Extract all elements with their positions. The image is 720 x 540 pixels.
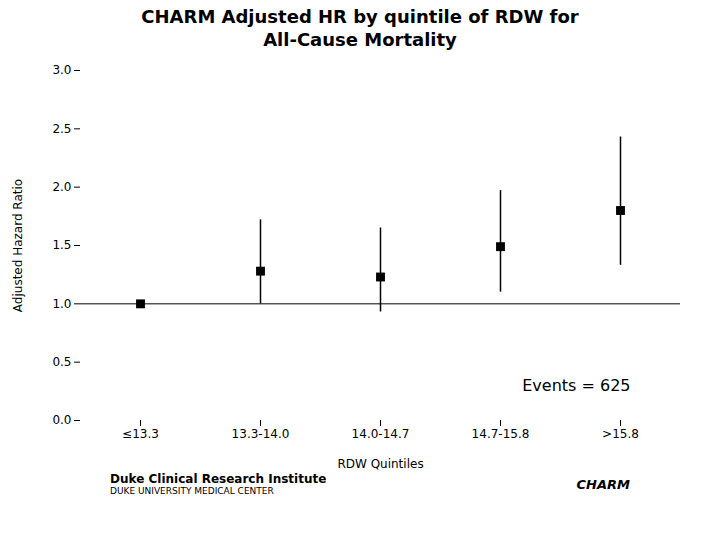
svg-text:RDW Quintiles: RDW Quintiles [337,457,423,471]
html-text:DUKE UNIVERSITY MEDICAL CENTER: DUKE UNIVERSITY MEDICAL CENTER [110,486,274,496]
svg-text:≤13.3: ≤13.3 [122,427,159,441]
svg-text:0.0: 0.0 [52,413,71,427]
svg-text:0.5: 0.5 [52,355,71,369]
svg-text:13.3-14.0: 13.3-14.0 [232,427,290,441]
svg-text:>15.8: >15.8 [602,427,639,441]
svg-text:2.0: 2.0 [52,180,71,194]
svg-text:3.0: 3.0 [52,63,71,77]
svg-text:2.5: 2.5 [52,122,71,136]
svg-text:1.5: 1.5 [52,238,71,252]
html-text:CHARM: CHARM [576,476,630,492]
svg-text:Events = 625: Events = 625 [522,376,630,395]
html-text:CHARM Adjusted HR by quintile: CHARM Adjusted HR by quintile of RDW for [141,6,579,27]
html-text:Duke Clinical Research Institu: Duke Clinical Research Institute [110,472,327,486]
svg-text:14.0-14.7: 14.0-14.7 [352,427,410,441]
svg-text:14.7-15.8: 14.7-15.8 [472,427,530,441]
svg-text:1.0: 1.0 [52,297,71,311]
svg-text:Adjusted Hazard Ratio: Adjusted Hazard Ratio [11,179,25,312]
html-text:All-Cause Mortality: All-Cause Mortality [263,29,457,50]
